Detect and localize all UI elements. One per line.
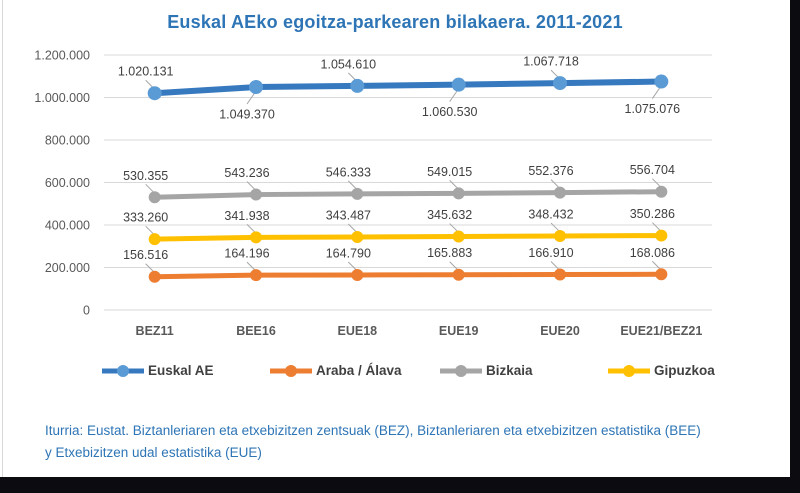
legend-label: Araba / Álava <box>316 363 402 378</box>
x-axis-label: EUE18 <box>338 324 378 338</box>
data-label: 546.333 <box>326 165 371 179</box>
line-chart: 0 200.000 400.000 600.000 800.000 1.000.000 1.… <box>34 49 712 338</box>
data-point <box>655 229 668 242</box>
data-label: 1.060.530 <box>422 105 478 119</box>
data-label: 348.432 <box>528 207 573 221</box>
legend-line-marker-icon <box>270 364 312 377</box>
data-label: 168.086 <box>630 246 675 260</box>
data-point <box>451 77 466 92</box>
data-label: 156.516 <box>123 248 168 262</box>
window-frame-right <box>790 0 800 493</box>
data-point <box>148 270 161 283</box>
y-axis-tick-label: 0 <box>83 304 90 318</box>
data-label: 345.632 <box>427 208 472 222</box>
data-point <box>350 78 365 93</box>
data-point <box>249 80 263 95</box>
footer-line-1: Iturria: Eustat. Biztanleriaren eta etxe… <box>45 423 701 438</box>
data-point <box>655 268 668 281</box>
data-label: 343.487 <box>326 209 371 223</box>
legend-item-gipuzkoa: Gipuzkoa <box>606 363 736 378</box>
data-label: 1.067.718 <box>523 55 579 69</box>
data-label: 530.355 <box>123 169 168 183</box>
legend-item-euskal-ae: Euskal AE <box>100 363 268 378</box>
data-point <box>655 185 668 198</box>
legend-item-araba-lava: Araba / Álava <box>268 363 438 378</box>
y-axis-tick-label: 1.200.000 <box>34 49 90 63</box>
data-label: 1.054.610 <box>321 57 377 71</box>
x-axis-label: BEE16 <box>236 324 276 338</box>
chart-legend: Euskal AE Araba / Álava Bizkaia Gipuzkoa <box>100 363 740 378</box>
data-label: 341.938 <box>224 209 269 223</box>
legend-item-bizkaia: Bizkaia <box>438 363 606 378</box>
data-point <box>554 186 566 199</box>
chart-footer-source: Iturria: Eustat. Biztanleriaren eta etxe… <box>45 420 775 464</box>
data-label: 556.704 <box>630 163 675 177</box>
data-point <box>452 187 465 200</box>
data-label: 1.075.076 <box>625 102 681 116</box>
page-left-border <box>2 0 3 477</box>
series-line-gipuzkoa <box>152 233 664 242</box>
data-point <box>250 231 262 244</box>
legend-line-marker-icon <box>608 364 650 377</box>
data-point <box>351 187 364 200</box>
legend-label: Gipuzkoa <box>654 363 715 378</box>
data-label: 552.376 <box>528 164 573 178</box>
data-label: 165.883 <box>427 246 472 260</box>
data-label: 166.910 <box>528 246 573 260</box>
y-axis-tick-label: 200.000 <box>45 261 90 275</box>
series-line-araba-lava <box>152 271 664 280</box>
data-point <box>148 191 161 204</box>
data-point <box>654 74 669 89</box>
data-label: 350.286 <box>630 207 675 221</box>
data-point <box>147 86 162 101</box>
y-axis-tick-label: 600.000 <box>45 176 90 190</box>
data-label: 549.015 <box>427 165 472 179</box>
data-point <box>554 229 566 242</box>
data-point <box>452 230 465 243</box>
data-label: 164.196 <box>224 247 269 261</box>
data-point <box>554 268 566 281</box>
data-label: 164.790 <box>326 246 371 260</box>
data-label: 333.260 <box>123 211 168 225</box>
x-axis-label: EUE19 <box>439 324 479 338</box>
data-label: 543.236 <box>224 166 269 180</box>
y-axis-tick-label: 1.000.000 <box>34 91 90 105</box>
legend-label: Euskal AE <box>148 363 214 378</box>
data-point <box>452 268 465 281</box>
series-line-bizkaia <box>152 189 664 200</box>
chart-title: Euskal AEko egoitza-parkearen bilakaera.… <box>167 12 623 32</box>
legend-line-marker-icon <box>440 364 482 377</box>
legend-line-marker-icon <box>102 364 144 377</box>
data-point <box>351 268 364 281</box>
data-point <box>250 188 262 201</box>
data-point <box>553 76 567 91</box>
y-axis-tick-label: 400.000 <box>45 219 90 233</box>
y-axis-tick-label: 800.000 <box>45 134 90 148</box>
legend-label: Bizkaia <box>486 363 533 378</box>
footer-line-2: y Etxebizitzen udal estatistika (EUE) <box>45 445 262 460</box>
x-axis-label: EUE20 <box>540 324 580 338</box>
x-axis-label: BEZ11 <box>136 324 174 338</box>
data-point <box>250 269 262 282</box>
data-point <box>148 233 161 246</box>
window-frame-bottom <box>0 477 800 493</box>
series-line-euskal-ae <box>151 78 665 97</box>
chart-page: Euskal AEko egoitza-parkearen bilakaera.… <box>2 0 775 477</box>
x-axis-label: EUE21/BEZ21 <box>620 324 702 338</box>
data-point <box>351 231 364 244</box>
data-label: 1.020.131 <box>118 65 174 79</box>
data-label: 1.049.370 <box>219 108 275 122</box>
